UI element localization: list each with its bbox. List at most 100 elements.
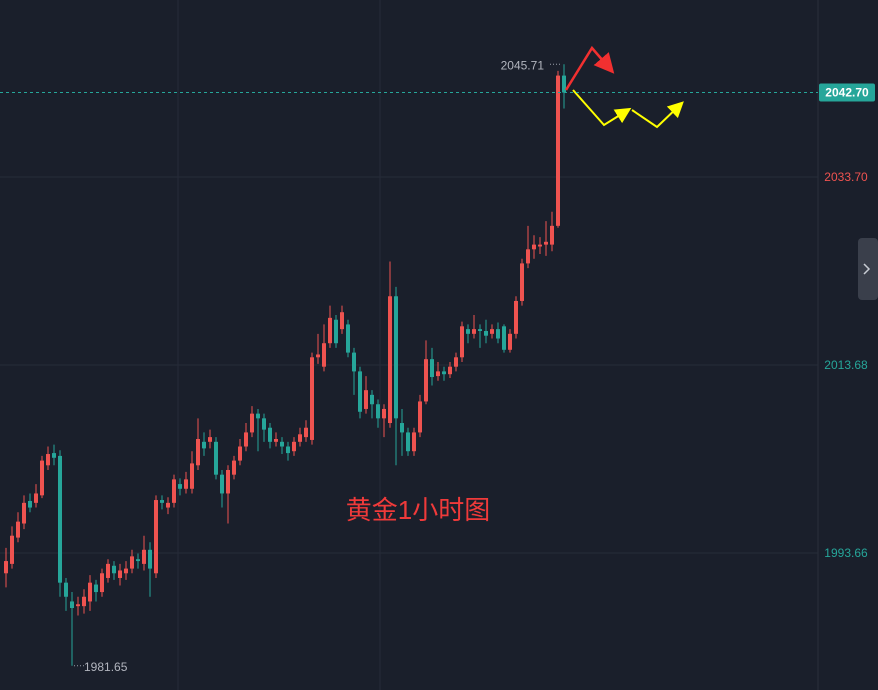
candle-body [424,359,428,402]
candle-body [220,474,224,494]
candle-body [442,371,446,375]
candle-body [94,584,98,593]
plot [0,64,818,666]
candle-body [502,326,506,350]
candle-body [310,357,314,440]
candle-body [562,75,566,93]
candle-body [544,241,548,245]
candle-body [280,441,284,447]
arrow-path [572,89,632,127]
candle-body [40,460,44,496]
candle-body [328,317,332,344]
y-tick-label: 2013.68 [824,358,868,372]
candle-body [250,413,254,433]
candle-body [22,502,26,524]
candle-body [394,296,398,419]
candle-body [412,432,416,452]
candle-body [124,568,128,574]
candle-body [514,300,518,334]
last-price-label: 2042.70 [825,86,869,100]
candle-body [10,535,14,564]
candle-body [178,484,182,489]
candle-body [304,427,308,438]
candle-body [16,521,20,538]
candle-body [70,601,74,609]
candle-body [190,463,194,489]
candle-body [418,401,422,433]
candle-body [388,296,392,424]
candle-body [226,469,230,494]
candle-body [538,244,542,247]
candle-body [436,371,440,377]
candle-body [466,329,470,334]
candle-body [400,423,404,433]
candle-body [58,455,62,583]
candle-body [430,359,434,378]
candle-body [196,438,200,466]
candle-body [352,352,356,372]
candle-body [244,432,248,447]
candle-body [4,561,8,574]
candle-body [64,582,68,597]
chart-title: 黄金1小时图 [346,495,490,525]
candle-body [484,331,488,336]
candle-body [376,404,380,419]
candle-body [298,434,302,442]
candle-body [238,446,242,461]
candle-body [448,366,452,375]
candle-body [52,453,56,458]
candle-body [88,582,92,602]
candle-body [478,329,482,332]
candle-body [268,427,272,442]
candle-body [208,437,212,442]
candle-body [286,446,290,454]
candle-body [340,312,344,330]
candle-body [118,570,122,578]
candle-body [262,418,266,430]
candle-body [184,479,188,489]
candle-body [292,441,296,452]
annotation-label: 1981.65 [84,660,128,674]
candle-body [106,563,110,578]
candle-body [136,559,140,562]
candle-body [82,596,86,607]
candle-body [46,454,50,466]
candle-body [256,413,260,419]
candle-body [166,502,170,508]
candle-body [214,441,218,475]
candle-body [526,249,530,264]
last-price-box [819,83,875,102]
candle-body [322,343,326,367]
annotation-label: 2045.71 [501,58,545,72]
candle-body [130,556,134,569]
candle-body [112,565,116,574]
candle-body [520,263,524,301]
candle-body [274,438,278,442]
candle-body [532,244,536,250]
candle-body [364,390,368,409]
arrow-up [564,45,615,91]
candle-body [34,493,38,503]
candle-body [460,326,464,358]
candle-body [202,441,206,449]
candle-body [454,357,458,367]
toggle-chevron [863,263,871,275]
candle-body [556,75,560,226]
candle-body [508,333,512,350]
candle-body [370,394,374,405]
candle-body [316,354,320,358]
candle-body [472,329,476,334]
candle-body [28,500,32,508]
candle-body [172,479,176,503]
candle-body [490,329,494,334]
candle-body [382,408,386,419]
candle-body [160,500,164,503]
candle-body [76,604,80,607]
candle-body [232,460,236,475]
candle-body [550,225,554,245]
candle-body [154,500,158,574]
y-tick-label: 2033.70 [824,170,868,184]
candle-body [142,549,146,564]
